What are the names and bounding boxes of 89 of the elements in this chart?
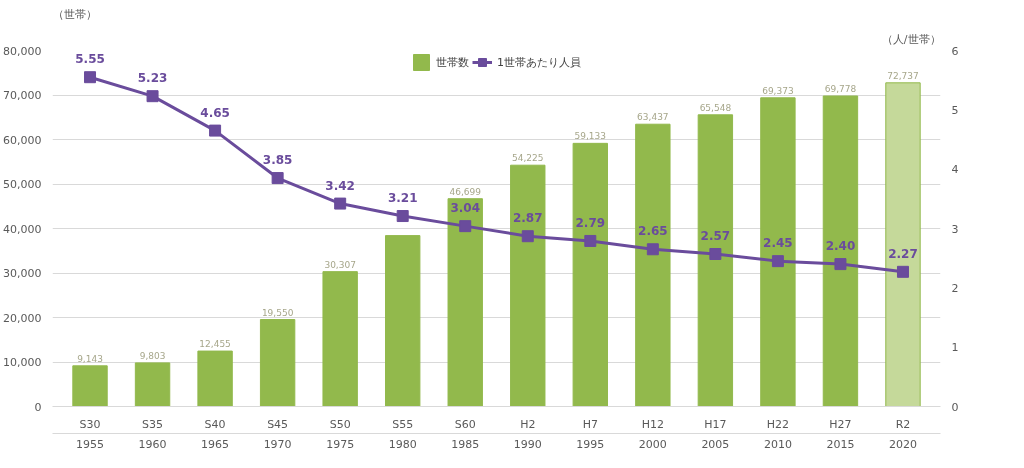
data-label: 30,307 — [324, 259, 356, 270]
category-label: H17 2005 — [701, 417, 730, 451]
legend-label: 世帯数 — [436, 54, 469, 70]
bar — [259, 319, 296, 407]
category-label: S60 1985 — [451, 417, 480, 451]
point — [271, 172, 284, 185]
y-tick-label: 80,000 — [3, 44, 42, 58]
data-label: 69,778 — [824, 83, 857, 94]
y-tick-label: 50,000 — [3, 178, 42, 191]
point — [584, 234, 597, 247]
y2-tick-label: 3 — [951, 222, 959, 236]
data-label: 3.85 — [262, 153, 293, 168]
bar — [322, 271, 358, 407]
category-label: S40 1965 — [201, 417, 230, 451]
point — [396, 210, 409, 223]
category-label: S30 1955 — [76, 417, 105, 451]
bar — [760, 97, 796, 407]
data-label: 3.04 — [450, 201, 481, 216]
data-label: 2.65 — [638, 224, 668, 239]
category-label: H27 2015 — [826, 417, 855, 451]
y-tick-label: 30,000 — [3, 267, 42, 280]
y2-tick-label: 2 — [951, 281, 959, 295]
bar — [635, 123, 671, 407]
y-tick-label: 20,000 — [3, 311, 42, 325]
y2-tick-label: 0 — [951, 400, 959, 414]
point — [834, 258, 847, 271]
y-tick-label: 70,000 — [3, 89, 42, 102]
data-label: 2.79 — [575, 215, 606, 230]
category-label: R2 2020 — [888, 417, 917, 451]
data-label: 2.40 — [825, 239, 856, 254]
bar — [72, 365, 108, 407]
legend-label: 1世帯あたり人員 — [497, 54, 581, 70]
bar — [697, 114, 734, 407]
bar — [510, 164, 546, 407]
data-label: 2.27 — [888, 246, 918, 261]
y2-tick-label: 4 — [951, 163, 959, 177]
category-label: S55 1980 — [388, 417, 417, 451]
category-label: S50 1975 — [326, 417, 355, 451]
bar — [822, 95, 859, 407]
data-label: 5.55 — [75, 52, 105, 67]
point — [146, 90, 159, 103]
data-label: 5.23 — [137, 71, 168, 86]
point — [646, 243, 659, 256]
y2-axis-title: （人/世帯） — [881, 32, 941, 46]
bar — [134, 362, 171, 407]
data-label: 2.57 — [700, 229, 731, 244]
point — [334, 197, 347, 210]
bar — [885, 82, 921, 407]
point — [771, 255, 784, 268]
y-axis-title: （世帯） — [52, 7, 97, 21]
data-label: 54,225 — [512, 153, 544, 164]
data-label: 65,548 — [699, 102, 732, 113]
category-label: H2 1990 — [513, 417, 542, 451]
data-label: 2.87 — [512, 211, 543, 226]
category-label: S45 1970 — [263, 417, 292, 451]
point — [459, 220, 472, 233]
data-label: 63,437 — [637, 112, 669, 123]
category-label: H12 2000 — [638, 417, 667, 451]
point — [709, 248, 722, 261]
data-label: 19,550 — [261, 307, 294, 318]
y2-tick-label: 6 — [951, 44, 959, 58]
category-label: H7 1995 — [576, 417, 605, 451]
data-label: 69,373 — [762, 85, 794, 96]
y-tick-label: 10,000 — [3, 356, 42, 369]
data-label: 46,699 — [449, 186, 482, 197]
bar — [385, 235, 421, 407]
data-label: 12,455 — [199, 339, 231, 350]
y-tick-label: 60,000 — [3, 133, 42, 147]
bar — [572, 142, 608, 407]
y-tick-label: 0 — [34, 400, 42, 414]
data-label: 3.21 — [387, 191, 418, 206]
y-tick-label: 40,000 — [3, 222, 42, 236]
data-label: 4.65 — [200, 105, 230, 120]
point — [521, 230, 534, 243]
data-label: 9,143 — [77, 353, 103, 364]
data-label: 59,133 — [574, 131, 607, 142]
data-label: 3.42 — [325, 178, 355, 193]
y2-tick-label: 1 — [951, 341, 959, 355]
category-label: H22 2010 — [763, 417, 792, 451]
category-label: S35 1960 — [138, 417, 167, 451]
bar — [197, 350, 233, 407]
point — [896, 265, 909, 278]
data-label: 2.45 — [763, 236, 793, 251]
data-label: 72,737 — [887, 70, 919, 81]
point — [84, 71, 97, 84]
point — [209, 124, 222, 137]
y2-tick-label: 5 — [951, 103, 959, 117]
data-label: 9,803 — [139, 350, 166, 361]
bar — [447, 198, 483, 407]
